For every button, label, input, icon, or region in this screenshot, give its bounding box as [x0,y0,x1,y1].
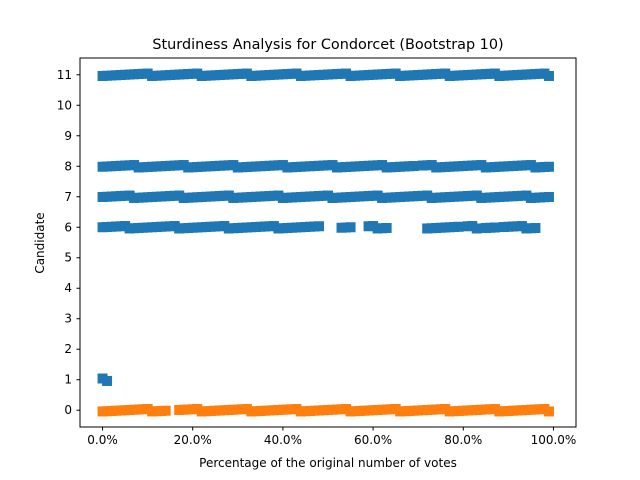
y-tick-label: 4 [64,281,72,295]
plot-area [97,68,554,417]
data-point [381,222,392,233]
axes-frame [79,57,577,428]
y-axis-label: Candidate [33,212,47,273]
data-point [489,222,500,233]
data-point [408,161,419,172]
chart-title: Sturdiness Analysis for Condorcet (Boots… [152,37,503,53]
y-tick-label: 5 [64,251,72,265]
data-point [313,221,324,232]
x-tick-label: 40.0% [264,433,302,447]
data-point [471,223,482,234]
x-axis: 0.0% 20.0% 40.0% 60.0% 80.0% 100.0% [87,427,576,447]
data-point [530,222,541,233]
y-tick-label: 2 [64,342,72,356]
y-tick-label: 6 [64,220,72,234]
x-tick-label: 80.0% [444,433,482,447]
data-point [543,70,554,81]
data-point [160,405,171,416]
data-point [543,161,554,172]
data-point [345,222,356,233]
data-point [543,192,554,202]
x-axis-label: Percentage of the original number of vot… [199,456,457,470]
data-point [102,375,113,386]
x-tick-label: 60.0% [354,433,392,447]
y-tick-label: 0 [64,403,72,417]
y-tick-label: 10 [57,98,72,112]
x-tick-label: 100.0% [531,433,577,447]
y-tick-label: 3 [64,312,72,326]
y-axis: 0 1 2 3 4 5 6 7 8 9 10 11 [57,68,80,417]
x-tick-label: 20.0% [174,433,212,447]
data-point [543,406,554,417]
x-tick-label: 0.0% [87,433,118,447]
y-tick-label: 1 [64,373,72,387]
y-tick-label: 7 [64,190,72,204]
y-tick-label: 11 [57,68,72,82]
y-tick-label: 9 [64,129,72,143]
y-tick-label: 8 [64,159,72,173]
data-point [453,221,464,232]
